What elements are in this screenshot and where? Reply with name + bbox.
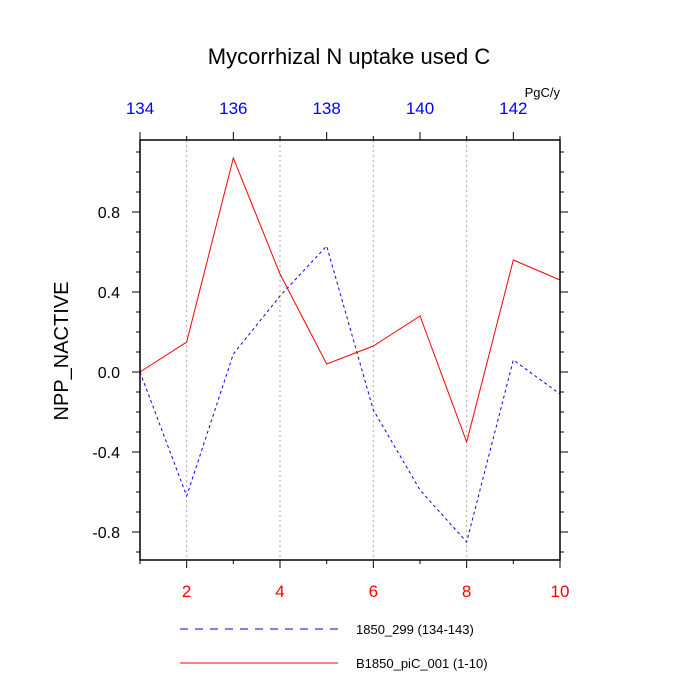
x-tick-label-3: 8 [462, 582, 471, 601]
y-tick-label-3: 0.4 [98, 285, 120, 302]
series-line-1 [139, 156, 561, 444]
x-tick-label-0: 2 [182, 582, 191, 601]
legend-label-0: 1850_299 (134-143) [356, 622, 474, 637]
series-layer [139, 156, 561, 544]
legend-label-1: B1850_piC_001 (1-10) [356, 656, 488, 671]
x-top-tick-label-0: 134 [126, 99, 154, 118]
legend: 1850_299 (134-143) B1850_piC_001 (1-10) [180, 622, 488, 671]
x-tick-label-4: 10 [551, 582, 570, 601]
chart-title: Mycorrhizal N uptake used C [208, 44, 491, 69]
x-top-tick-label-4: 142 [499, 99, 527, 118]
x-top-tick-label-1: 136 [219, 99, 247, 118]
x-tick-label-1: 4 [275, 582, 284, 601]
grid [186, 140, 468, 560]
y-tick-label-4: 0.8 [98, 205, 120, 222]
y-tick-label-2: 0.0 [98, 365, 120, 382]
y-axis-label: NPP_NACTIVE [51, 282, 73, 421]
y-tick-label-0: -0.8 [92, 525, 120, 542]
series-line-0 [139, 245, 561, 544]
x-top-tick-label-2: 138 [312, 99, 340, 118]
ticks: -0.8 -0.4 0.0 0.4 0.8 2 4 6 8 10 134 136 138 140 142 [92, 99, 569, 601]
plot-frame [139, 139, 561, 561]
y-tick-label-1: -0.4 [92, 445, 120, 462]
x-tick-label-2: 6 [369, 582, 378, 601]
x-top-tick-label-3: 140 [406, 99, 434, 118]
top-axis-units: PgC/y [525, 85, 561, 100]
axes [132, 132, 568, 568]
